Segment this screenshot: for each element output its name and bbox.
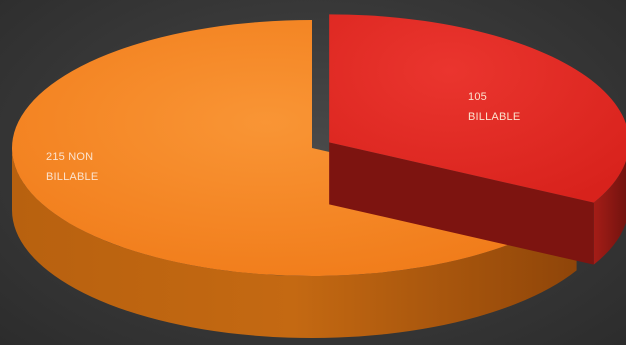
slice-billable-side: [593, 160, 626, 265]
slice-label-line: BILLABLE: [46, 171, 98, 183]
slice-label-line: BILLABLE: [468, 111, 520, 123]
slice-billable-cut: [329, 142, 594, 265]
slice-label-non-billable: 215 NON BILLABLE: [46, 151, 98, 183]
slice-non-billable-side: [12, 148, 577, 339]
slice-label-billable: 105 BILLABLE: [468, 91, 520, 123]
slice-label-line: 215 NON: [46, 151, 93, 163]
slice-billable-top: [329, 14, 626, 203]
slice-billable: [329, 14, 626, 265]
slice-label-line: 105: [468, 91, 487, 103]
